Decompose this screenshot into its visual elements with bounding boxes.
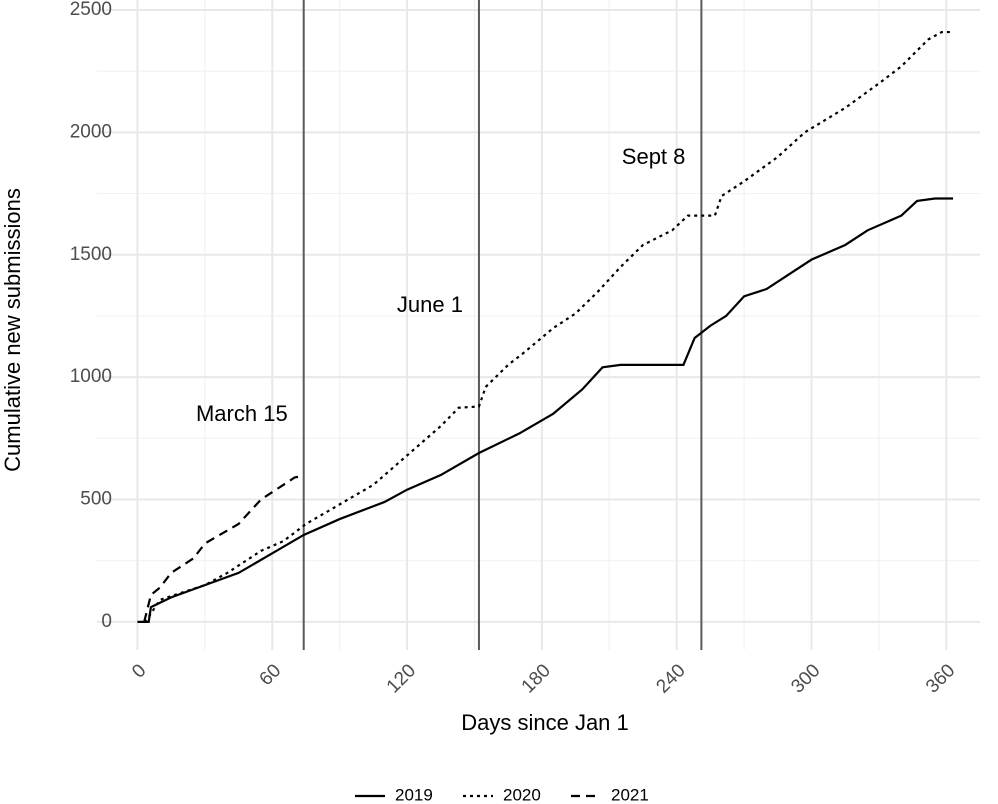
x-tick-label: 300 bbox=[787, 660, 824, 697]
annotation: Sept 8 bbox=[622, 144, 686, 169]
annotation: June 1 bbox=[397, 292, 463, 317]
series-line bbox=[143, 475, 302, 623]
x-tick-label: 120 bbox=[383, 660, 420, 697]
legend-label: 2021 bbox=[611, 785, 649, 804]
y-tick-label: 2500 bbox=[70, 0, 112, 20]
x-axis-title: Days since Jan 1 bbox=[461, 710, 629, 735]
x-tick-label: 0 bbox=[128, 660, 150, 682]
x-tick-label: 60 bbox=[256, 660, 286, 690]
y-tick-label: 1000 bbox=[70, 366, 112, 387]
series-line bbox=[143, 30, 954, 623]
y-tick-label: 2000 bbox=[70, 121, 112, 142]
x-tick-label: 360 bbox=[922, 660, 959, 697]
y-axis-title: Cumulative new submissions bbox=[0, 188, 25, 472]
y-tick-label: 500 bbox=[80, 489, 112, 510]
legend-label: 2020 bbox=[503, 785, 541, 804]
y-tick-label: 0 bbox=[101, 611, 112, 632]
legend-label: 2019 bbox=[395, 785, 433, 804]
x-tick-label: 180 bbox=[518, 660, 555, 697]
x-tick-label: 240 bbox=[652, 660, 689, 697]
series-line bbox=[137, 197, 954, 623]
y-tick-label: 1500 bbox=[70, 244, 112, 265]
annotation: March 15 bbox=[196, 401, 288, 426]
